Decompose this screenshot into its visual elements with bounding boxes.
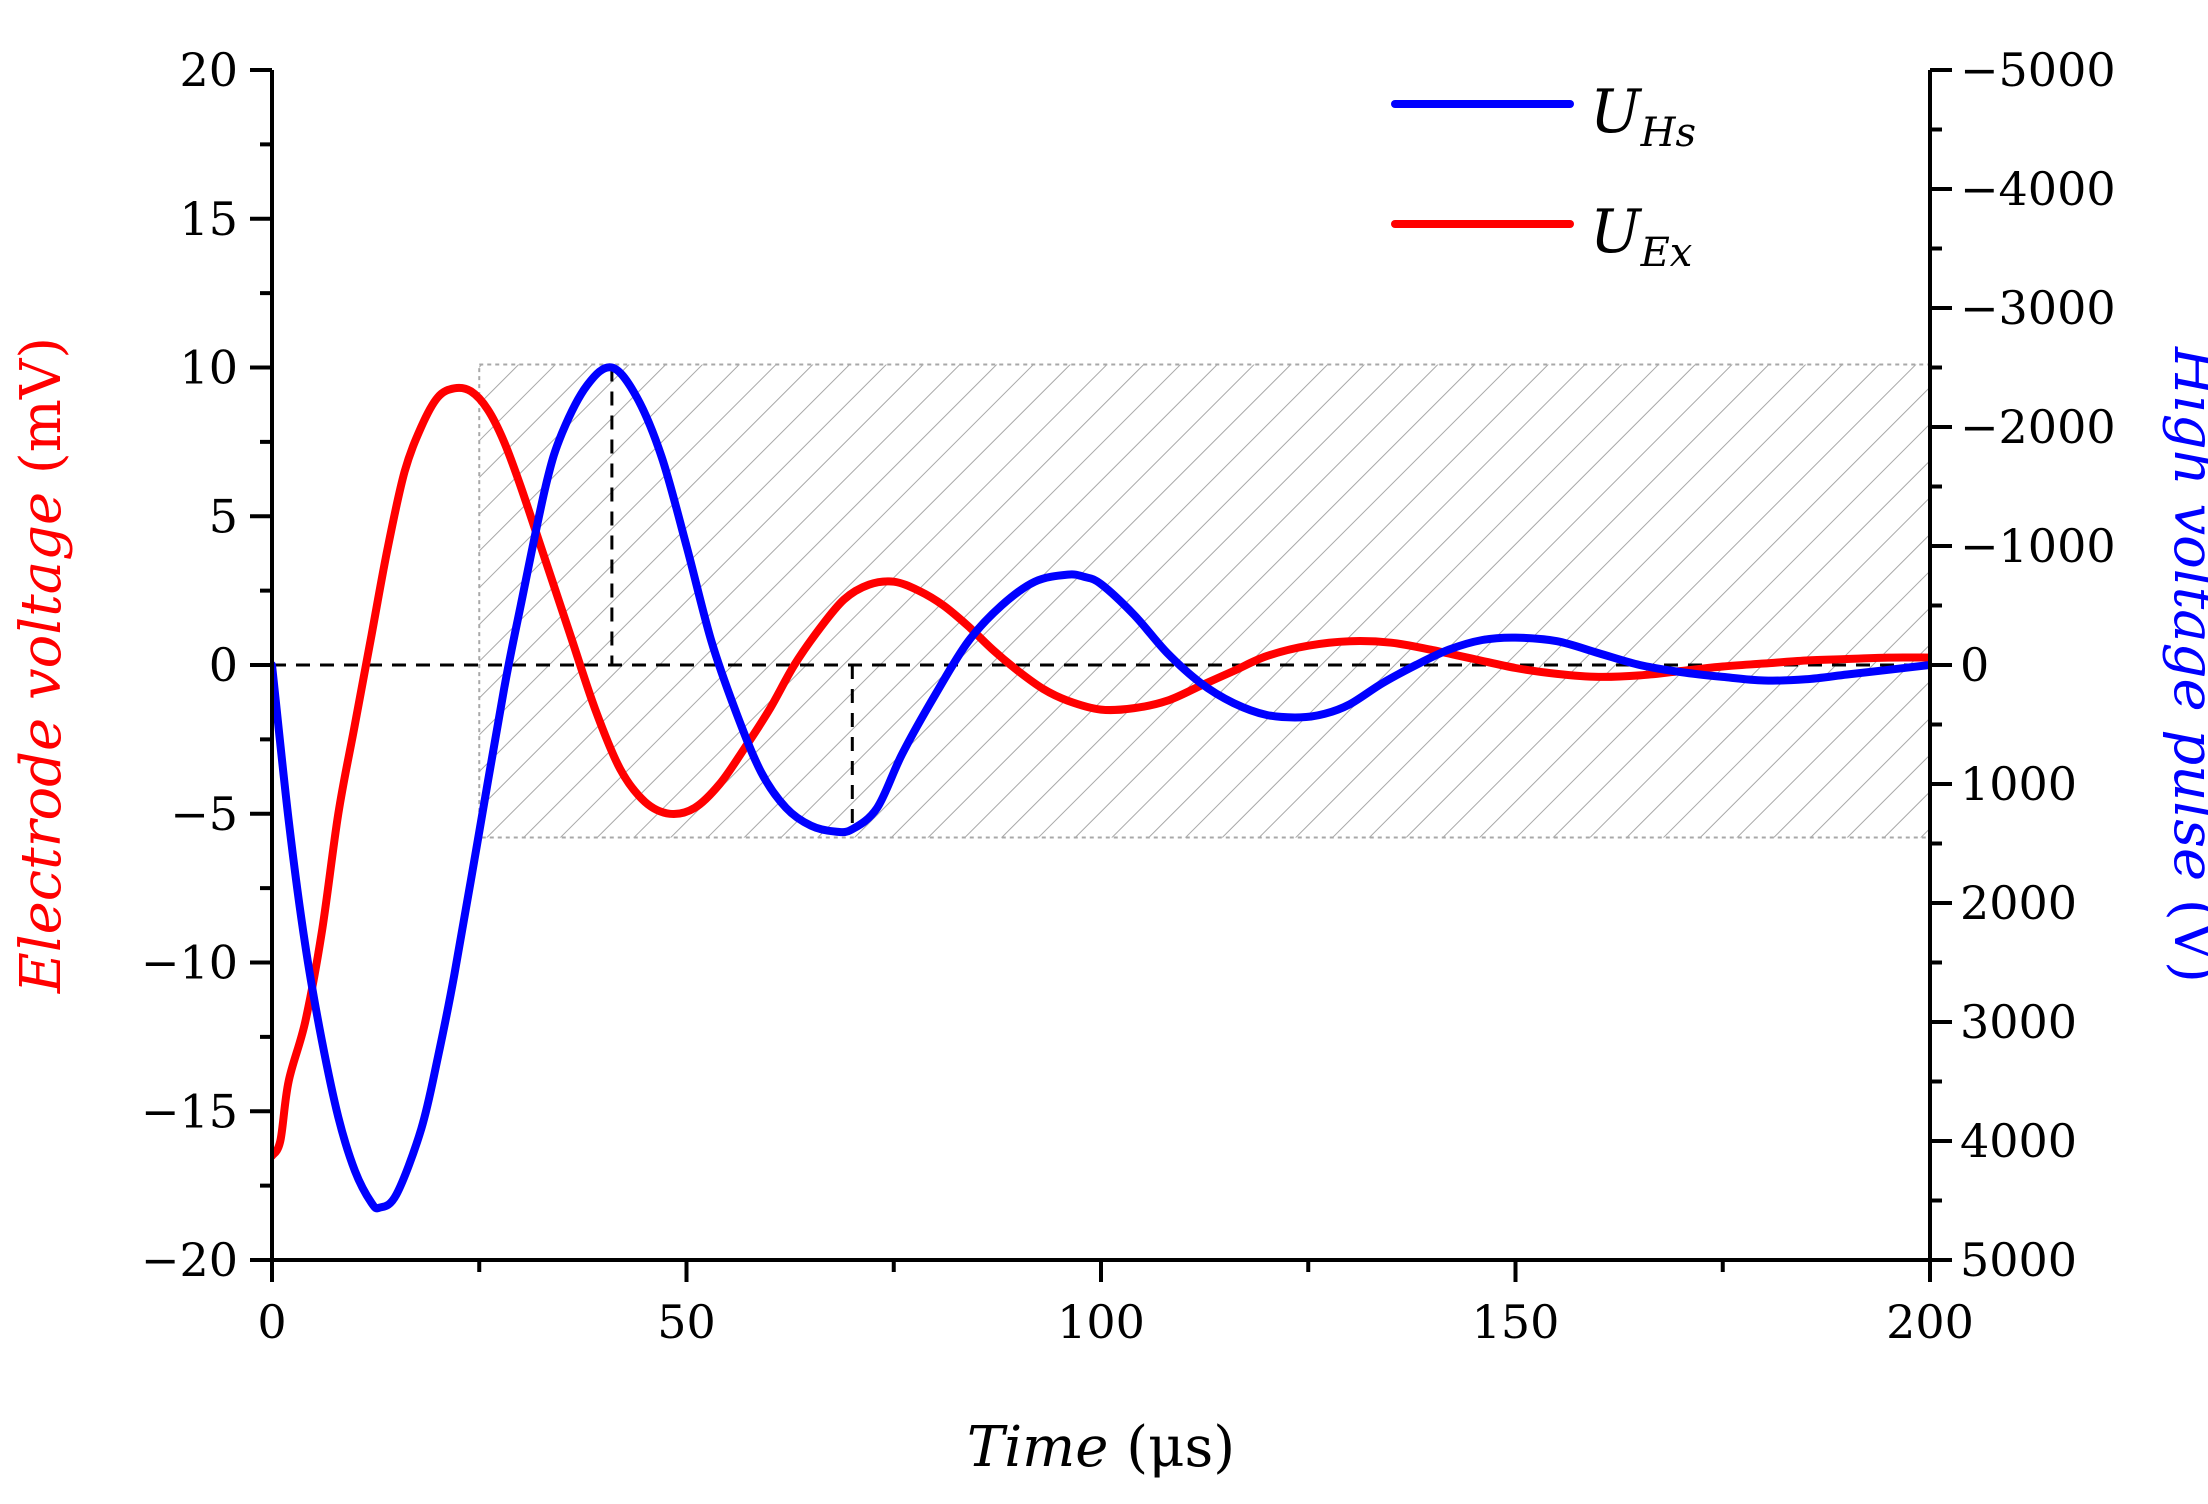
y-left-tick-label: 10 [179, 341, 238, 395]
legend: UHs UEx [1391, 77, 1696, 276]
y-left-tick-label: −10 [141, 936, 238, 990]
y-right-tick-label: −4000 [1960, 162, 2116, 216]
y-left-tick-label: 15 [179, 192, 238, 246]
y-right-tick-label: 3000 [1960, 995, 2077, 1049]
y-right-tick-label: −1000 [1960, 519, 2116, 573]
legend-label-u-hs: UHs [1590, 77, 1696, 156]
x-axis-title: Time (μs) [967, 1415, 1235, 1480]
x-tick-label: 150 [1472, 1295, 1560, 1349]
y-left-tick-label: 20 [179, 43, 238, 97]
tick-labels: 0 50 100 150 20020151050−5−10−15−20−5000−400… [141, 43, 2116, 1349]
series-line-u-hs [272, 363, 1930, 1213]
y-left-axis-title: Electrode voltage (mV) [9, 337, 74, 994]
y-right-tick-label: −3000 [1960, 281, 2116, 335]
x-tick-label: 0 [257, 1295, 286, 1349]
y-left-tick-label: −20 [141, 1233, 238, 1287]
legend-item-u-hs: UHs [1391, 77, 1696, 156]
legend-label-u-ex: UEx [1590, 197, 1692, 276]
y-right-tick-label: 0 [1960, 638, 1989, 692]
y-left-tick-label: 5 [209, 489, 238, 543]
hatched-region [478, 363, 1931, 839]
y-right-tick-label: 1000 [1960, 757, 2077, 811]
x-tick-label: 200 [1886, 1295, 1974, 1349]
y-right-tick-label: 4000 [1960, 1114, 2077, 1168]
y-left-tick-label: −5 [170, 787, 238, 841]
y-right-tick-label: −2000 [1960, 400, 2116, 454]
y-right-tick-label: −5000 [1960, 43, 2116, 97]
tick-marks [250, 68, 1952, 1282]
plot-area [272, 363, 1930, 1213]
legend-item-u-ex: UEx [1391, 197, 1692, 276]
x-tick-label: 100 [1057, 1295, 1145, 1349]
series-line-u-ex [272, 383, 1930, 1160]
x-tick-label: 50 [657, 1295, 716, 1349]
y-left-tick-label: 0 [209, 638, 238, 692]
y-right-tick-label: 5000 [1960, 1233, 2077, 1287]
y-right-tick-label: 2000 [1960, 876, 2077, 930]
y-left-tick-label: −15 [141, 1084, 238, 1138]
y-right-axis-title: High voltage pulse (V) [2161, 346, 2208, 983]
